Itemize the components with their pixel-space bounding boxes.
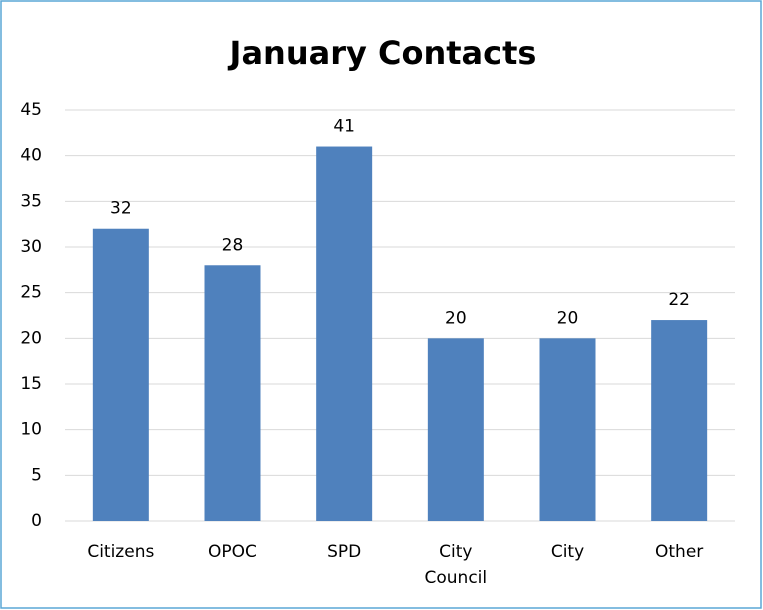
data-label: 20 bbox=[445, 308, 467, 328]
bar bbox=[204, 265, 261, 521]
x-tick-label: City Council bbox=[424, 542, 488, 588]
y-tick-label: 10 bbox=[20, 420, 42, 440]
data-label: 41 bbox=[333, 117, 355, 137]
bar bbox=[427, 338, 484, 521]
y-tick-label: 30 bbox=[20, 237, 42, 257]
y-tick-label: 25 bbox=[20, 283, 42, 303]
y-tick-label: 15 bbox=[20, 374, 42, 394]
bar bbox=[651, 320, 708, 521]
y-tick-label: 40 bbox=[20, 146, 42, 166]
x-tick-label: Citizens bbox=[87, 542, 155, 562]
y-tick-label: 45 bbox=[20, 100, 42, 120]
data-label: 32 bbox=[110, 199, 132, 219]
bar bbox=[539, 338, 596, 521]
x-tick-label: SPD bbox=[327, 542, 362, 562]
x-tick-label: Other bbox=[655, 542, 704, 562]
y-tick-label: 20 bbox=[20, 328, 42, 348]
chart-title: January Contacts bbox=[228, 34, 537, 72]
x-tick-label: City bbox=[550, 542, 585, 562]
data-label: 28 bbox=[222, 235, 244, 255]
y-tick-label: 0 bbox=[31, 511, 42, 531]
y-tick-label: 5 bbox=[31, 465, 42, 485]
y-tick-label: 35 bbox=[20, 191, 42, 211]
x-tick-label: OPOC bbox=[208, 542, 257, 562]
data-label: 20 bbox=[557, 308, 579, 328]
bar bbox=[92, 228, 149, 521]
bar bbox=[316, 146, 373, 522]
data-label: 22 bbox=[668, 290, 690, 310]
